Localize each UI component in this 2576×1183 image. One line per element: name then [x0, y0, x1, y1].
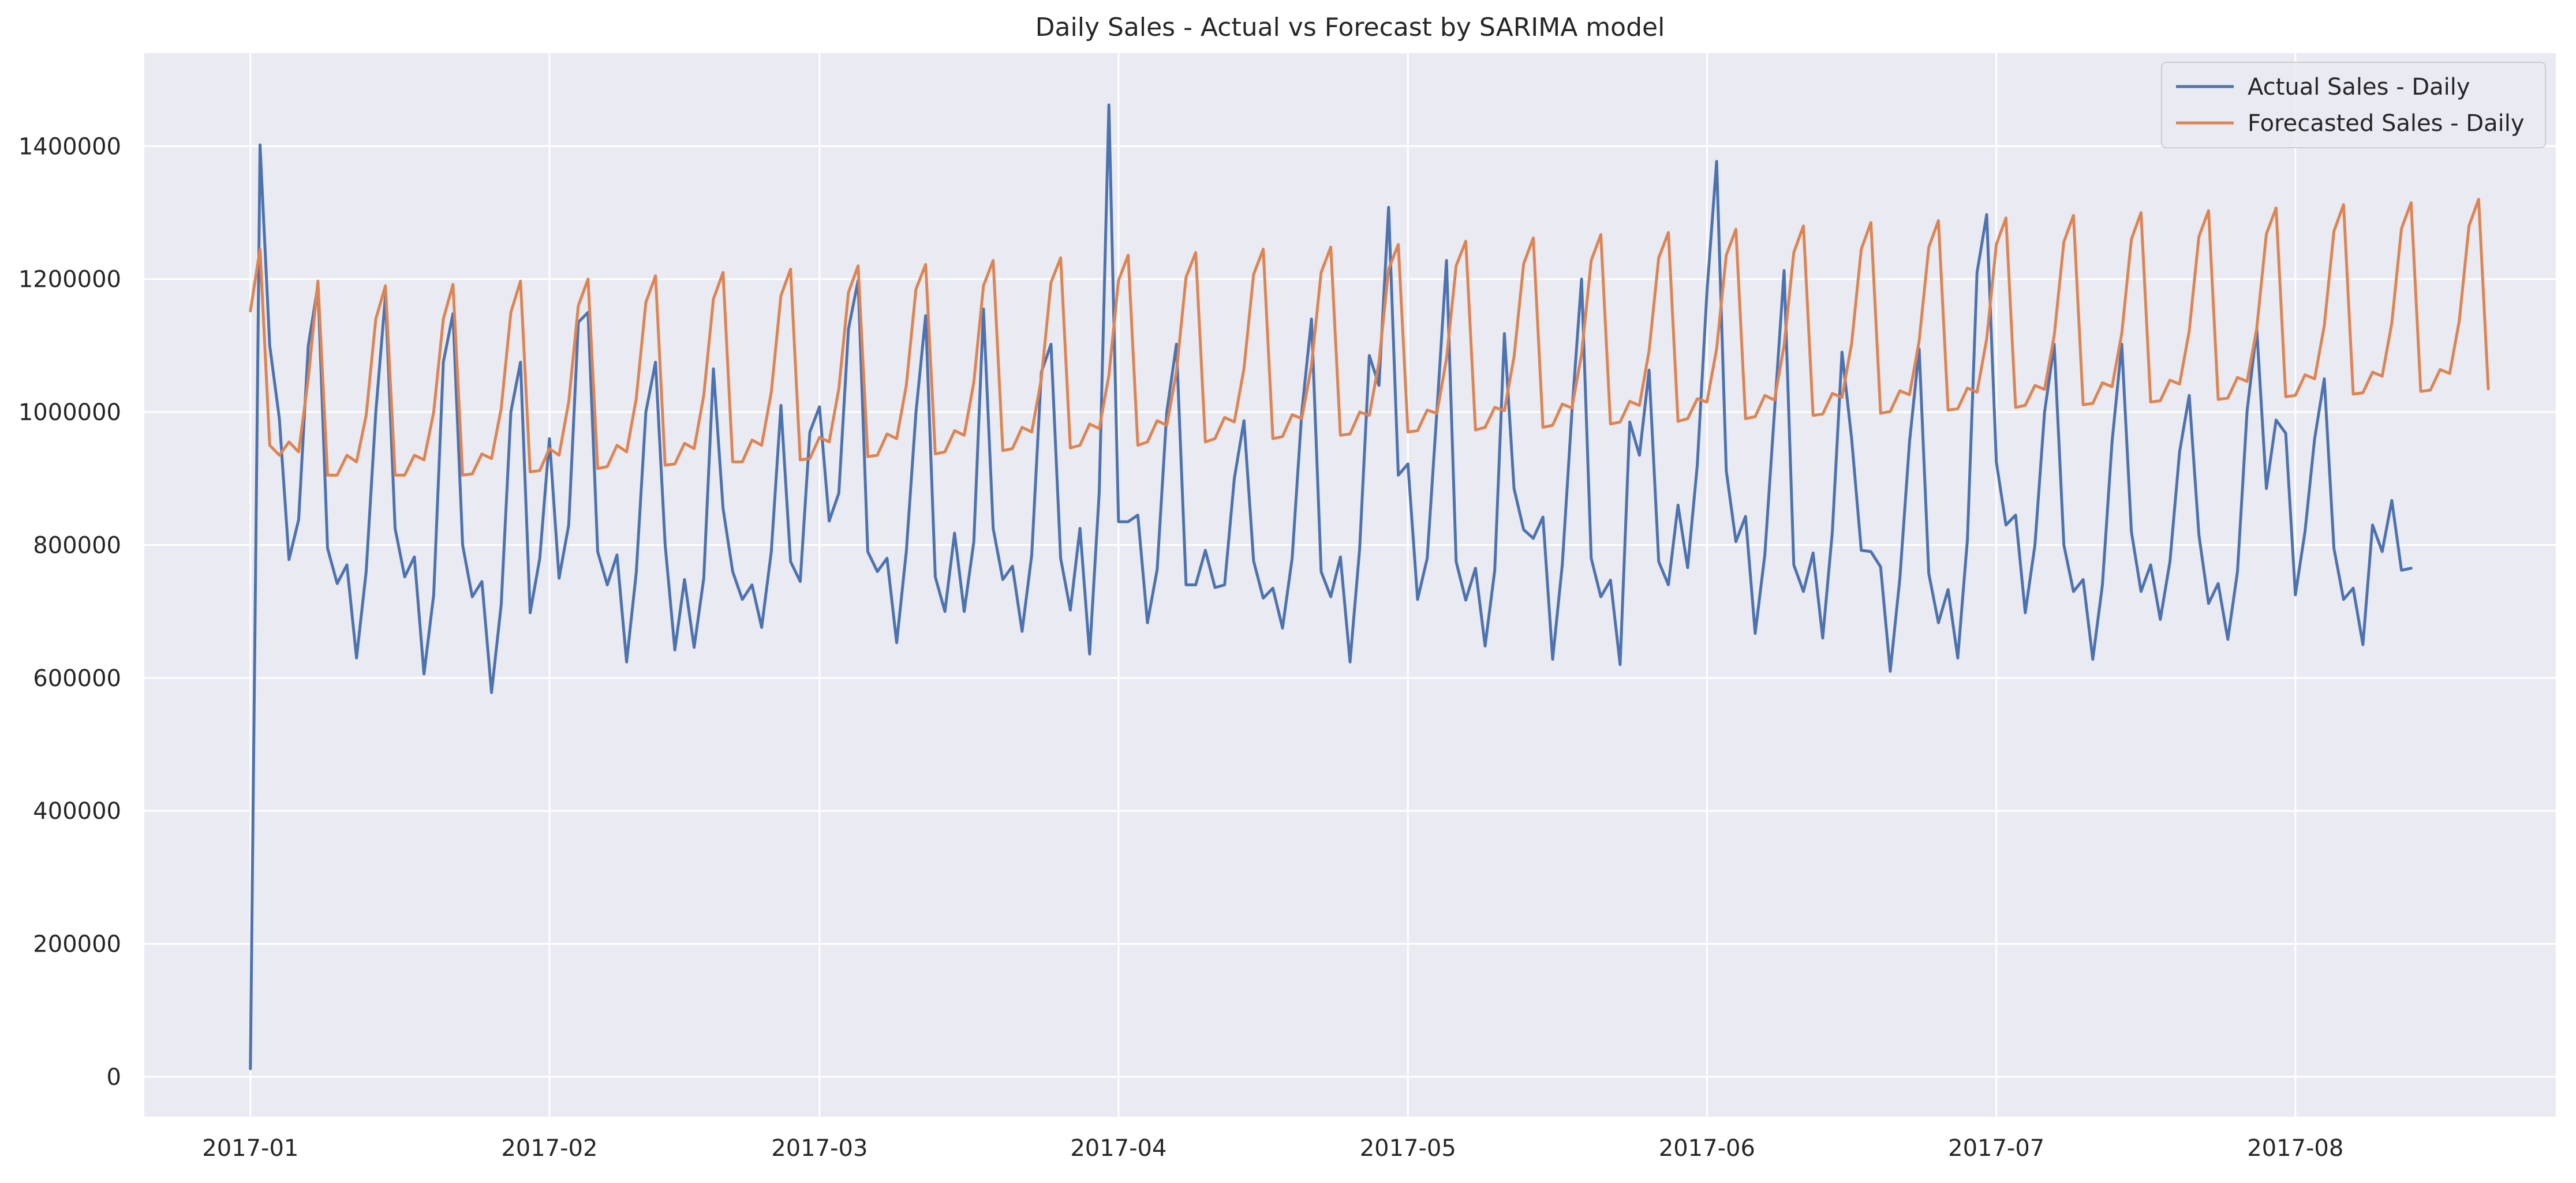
x-tick-label: 2017-05 [1360, 1135, 1456, 1162]
x-tick-label: 2017-03 [771, 1135, 868, 1162]
plot-area [144, 53, 2556, 1117]
y-tick-label: 200000 [33, 931, 121, 958]
legend-label-forecast: Forecasted Sales - Daily [2248, 110, 2525, 137]
legend: Actual Sales - Daily Forecasted Sales - … [2161, 62, 2546, 148]
x-tick-label: 2017-08 [2247, 1135, 2343, 1162]
y-tick-label: 0 [107, 1064, 121, 1091]
series-lines [249, 103, 2490, 1070]
y-axis-ticks: 0 200000 400000 600000 800000 1000000 1200000 1… [18, 133, 121, 1091]
y-tick-label: 800000 [33, 532, 121, 559]
y-tick-label: 1000000 [18, 399, 121, 426]
actual-sales-line [249, 103, 2413, 1070]
x-tick-label: 2017-04 [1070, 1135, 1167, 1162]
y-tick-label: 1200000 [18, 267, 121, 293]
x-tick-label: 2017-07 [1948, 1135, 2044, 1162]
y-tick-label: 600000 [33, 665, 121, 692]
chart-title: Daily Sales - Actual vs Forecast by SARI… [1035, 13, 1665, 42]
legend-box [2161, 62, 2546, 148]
y-tick-label: 400000 [33, 798, 121, 825]
x-tick-label: 2017-02 [501, 1135, 597, 1162]
x-tick-label: 2017-01 [202, 1135, 298, 1162]
grid [144, 53, 2556, 1117]
legend-label-actual: Actual Sales - Daily [2248, 74, 2470, 100]
x-tick-label: 2017-06 [1659, 1135, 1755, 1162]
forecasted-sales-line [249, 197, 2490, 477]
y-tick-label: 1400000 [18, 133, 121, 160]
x-axis-ticks: 2017-01 2017-02 2017-03 2017-04 2017-05 2017-… [202, 1135, 2343, 1162]
